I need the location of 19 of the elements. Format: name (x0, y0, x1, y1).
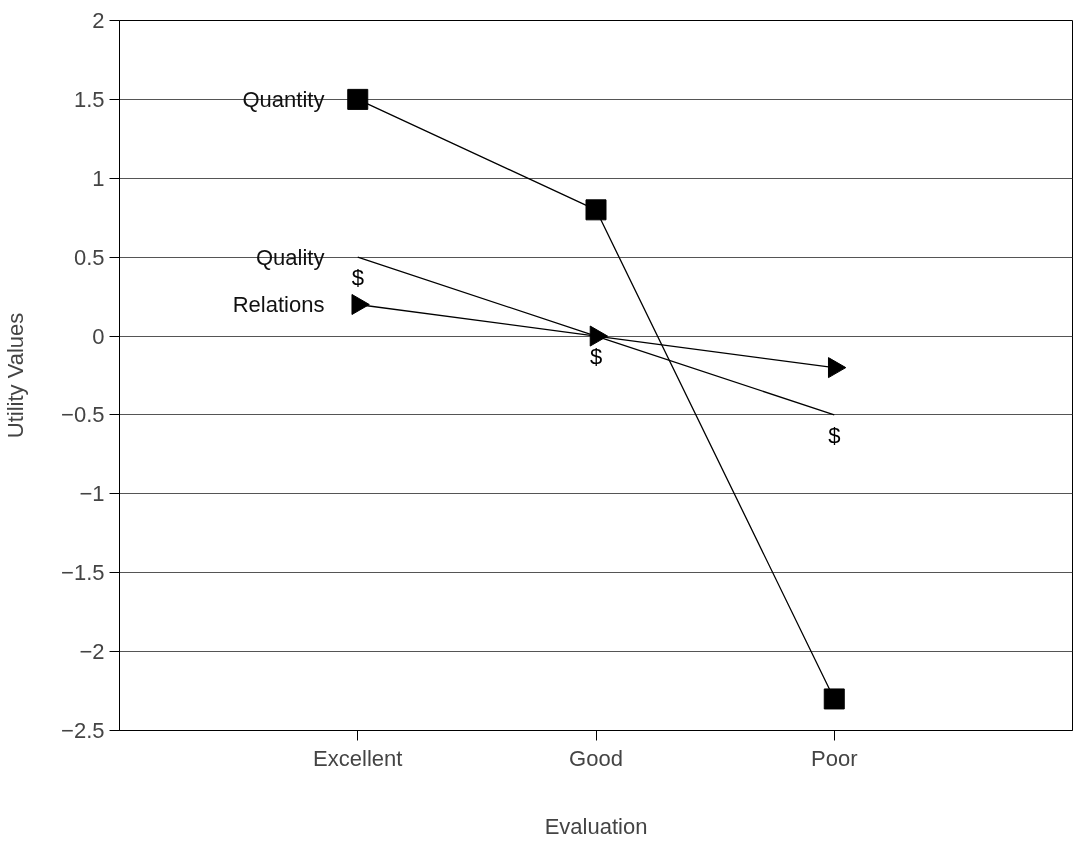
y-tick-label: −2 (79, 639, 105, 665)
series-label: Relations (232, 292, 325, 317)
y-tick-label: 0.5 (73, 244, 105, 270)
annotation: $ (351, 265, 364, 291)
annotation: $ (589, 344, 603, 370)
y-tick-label: −1.5 (61, 560, 105, 586)
y-tick-label: 2 (92, 8, 105, 33)
y-tick-label: 1.5 (73, 86, 105, 112)
y-axis-title: Utility Values (3, 312, 29, 439)
x-tick-label: Excellent (313, 745, 403, 771)
y-tick-label: −2.5 (61, 718, 105, 743)
y-tick-label: 1 (92, 165, 105, 191)
y-tick-label: −0.5 (61, 402, 105, 428)
y-tick-label: 0 (92, 323, 105, 349)
y-tick-label: −1 (79, 481, 105, 507)
x-axis-title: Evaluation (544, 813, 648, 839)
x-tick-label: Good (569, 745, 623, 771)
x-tick-label: Poor (811, 745, 858, 771)
annotation: $ (828, 422, 841, 448)
